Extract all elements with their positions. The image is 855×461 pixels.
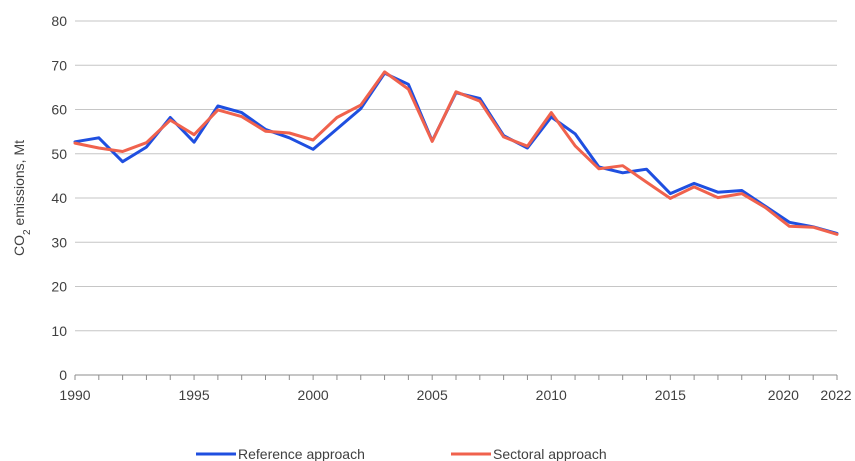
y-tick-label: 70 (51, 57, 67, 73)
y-tick-label: 20 (51, 279, 67, 295)
x-tick-label: 2005 (417, 387, 448, 403)
gridlines (75, 20, 837, 332)
x-tick-label: 1990 (59, 387, 90, 403)
x-axis (74, 374, 838, 380)
y-tick-label: 30 (51, 234, 67, 250)
series-lines (73, 70, 839, 236)
y-tick-label: 60 (51, 102, 67, 118)
y-axis-title: CO2 emissions, Mt (11, 140, 33, 256)
legend-label-2: Sectoral approach (493, 446, 607, 461)
y-axis-tick-labels: 0 10 20 30 40 50 60 70 80 (51, 13, 67, 383)
x-axis-tick-labels: 1990 1995 2000 2005 2010 2015 2020 2022 (59, 387, 851, 403)
x-tick-label: 2020 (768, 387, 799, 403)
x-tick-label: 1995 (178, 387, 209, 403)
legend-label-1: Reference approach (238, 446, 365, 461)
x-tick-label: 2022 (820, 387, 851, 403)
x-tick-label: 2010 (536, 387, 567, 403)
y-tick-label: 0 (59, 367, 67, 383)
series-line-2 (73, 70, 839, 236)
x-tick-label: 2015 (655, 387, 686, 403)
legend: Reference approach Sectoral approach (196, 446, 607, 461)
x-tick-label: 2000 (298, 387, 329, 403)
y-tick-label: 10 (51, 323, 67, 339)
y-tick-label: 40 (51, 190, 67, 206)
y-tick-label: 80 (51, 13, 67, 29)
y-tick-label: 50 (51, 146, 67, 162)
